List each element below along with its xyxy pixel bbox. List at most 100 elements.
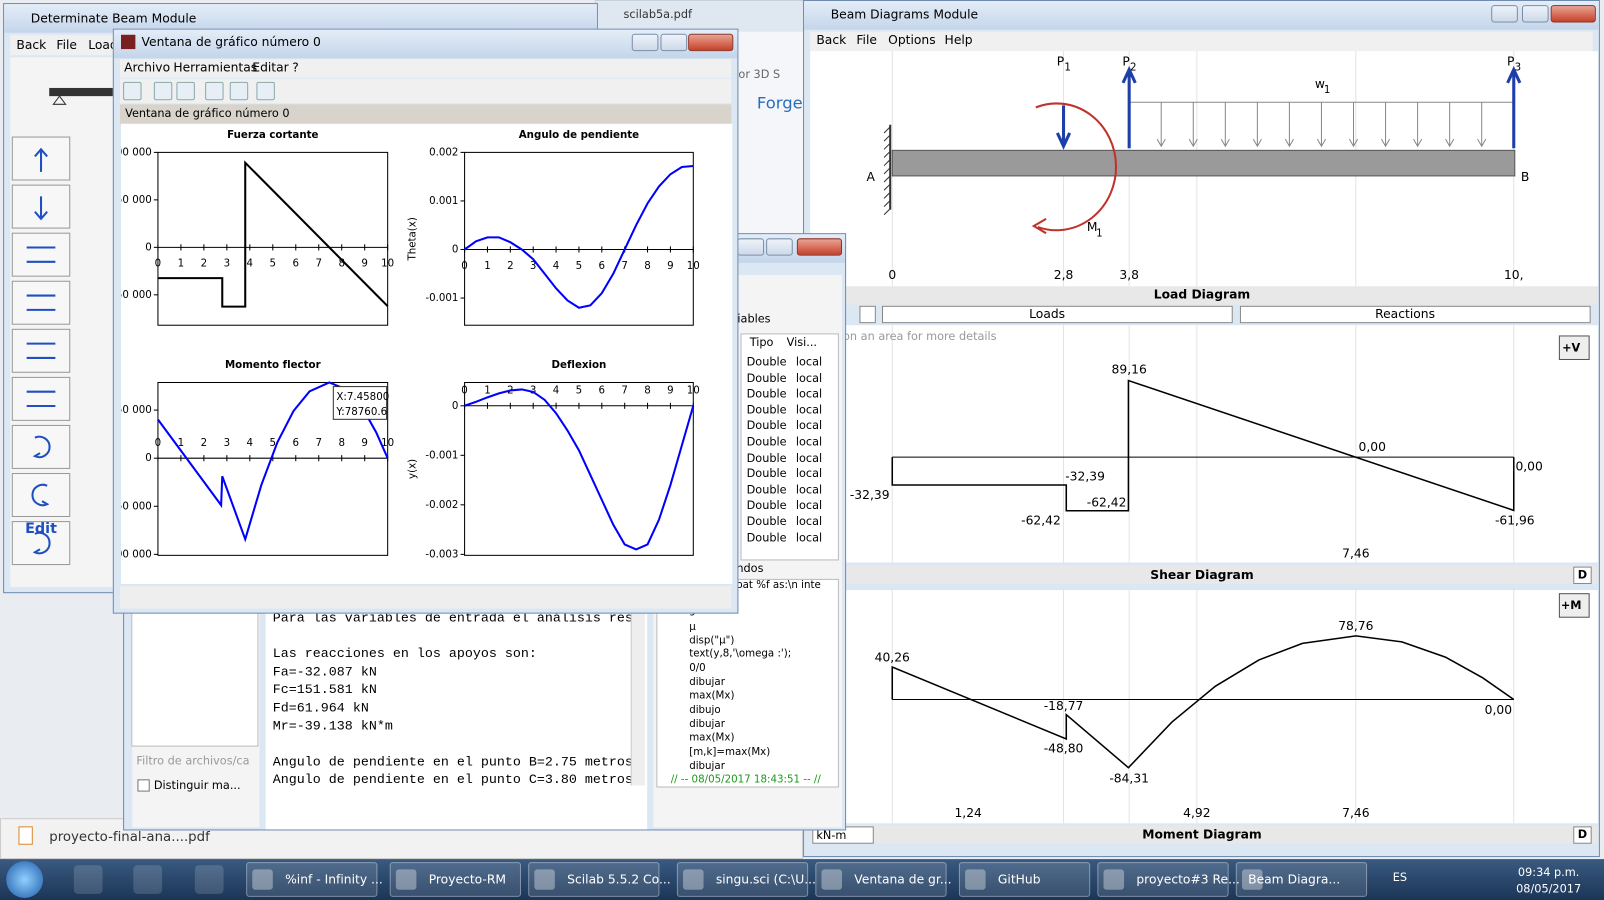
download-item[interactable]: proyecto-final-ana....pdf [49,829,210,846]
menu-item[interactable]: Options [888,32,936,48]
pinned-app[interactable] [194,865,224,894]
taskbar-button[interactable] [676,862,809,897]
d-button[interactable] [1573,566,1592,584]
dropdown[interactable] [881,305,1233,324]
pinned-app[interactable] [73,865,103,894]
taskbar-label[interactable]: Proyecto-RM [428,872,507,887]
taskbar-button[interactable] [1097,862,1229,897]
start-button[interactable] [6,861,44,898]
tool-icon [32,531,51,555]
menu-item[interactable]: ? [292,60,299,75]
menu-item[interactable]: Load [88,37,118,53]
beam [891,149,1516,177]
menu-item[interactable]: Back [816,32,847,48]
menu-item[interactable]: Back [16,37,47,53]
diagram-annotation: -32,39 [1065,469,1105,484]
history-line: dibujar [689,718,725,731]
taskbar-button[interactable] [528,862,660,897]
section-title: Moment Diagram [1142,827,1262,842]
taskbar-button[interactable] [958,862,1091,897]
toolbar-button[interactable] [205,81,224,101]
diagram-button-label[interactable]: +V [1562,341,1581,355]
layer: Fuerza cortante012345678910100 00050 000… [121,129,700,560]
x-tick-label: 3 [530,260,537,272]
taskbar-label[interactable]: GitHub [997,872,1041,887]
toolbar-button[interactable] [123,81,142,101]
tool-button[interactable] [11,376,71,421]
menu-item[interactable]: File [856,32,877,48]
y-tick-label: 0.002 [429,146,458,158]
diagram-button[interactable] [1558,335,1590,361]
tool-button[interactable] [11,521,71,566]
edit-label[interactable]: Edit [25,520,57,537]
tool-button[interactable] [11,473,71,517]
drawing [883,51,1522,824]
x-position-label: 7,46 [1342,546,1370,561]
diagram-button[interactable] [1558,593,1590,618]
taskbar-label[interactable]: proyecto#3 Re... [1136,872,1240,887]
support-hatch [883,175,891,183]
menu-item[interactable]: File [56,37,78,53]
dropdown[interactable] [859,305,876,324]
close-button[interactable] [796,238,843,256]
minimize-button[interactable] [631,33,659,52]
support-hatch [883,134,891,142]
pinned-app[interactable] [133,865,163,894]
taskbar-label[interactable]: Beam Diagra... [1248,872,1341,887]
minimize-button[interactable] [737,238,765,256]
variable-type: Double [746,387,787,401]
tool-icon [31,483,50,507]
menu-item[interactable]: Help [944,32,973,48]
x-tick-label: 7 [315,437,322,449]
plot-title: Deflexion [552,359,607,371]
menu-item[interactable]: Herramientas [173,60,258,75]
diagram-annotation: -62,42 [1086,495,1127,510]
checkbox[interactable] [137,779,150,792]
tool-button[interactable] [11,232,71,277]
toolbar-button[interactable] [153,81,173,101]
console-line: Las reacciones en los apoyos son: [272,645,537,662]
taskbar-button[interactable] [815,862,947,897]
window-title: Ventana de gráfico número 0 [141,34,321,50]
taskbar-label[interactable]: singu.sci (C:\U... [715,872,816,887]
d-button-label[interactable]: D [1577,827,1588,842]
y-tick-label: 50 000 [121,404,152,416]
maximize-button[interactable] [1521,5,1549,23]
dropdown-value: Loads [1029,306,1066,322]
taskbar-button[interactable] [389,862,521,897]
load-arrow [1252,102,1262,148]
menu-item[interactable]: Archivo [124,60,171,75]
maximize-button[interactable] [660,33,688,52]
section-bar [810,565,1598,584]
d-button[interactable] [1573,826,1592,844]
moment-arc [1031,102,1118,235]
taskbar-button[interactable] [246,862,378,897]
toolbar-button[interactable] [229,81,249,101]
tool-button[interactable] [11,424,71,469]
tool-button[interactable] [11,280,71,325]
minimize-button[interactable] [1491,5,1518,23]
toolbar-button[interactable] [256,81,275,101]
d-button-label[interactable]: D [1577,568,1588,582]
maximize-button[interactable] [766,238,793,256]
close-button[interactable] [688,33,734,52]
tool-icon [26,390,56,408]
console-line: Angulo de pendiente en el punto B=2.75 m… [272,754,633,770]
taskbar-label[interactable]: Ventana de gr... [854,872,952,887]
taskbar-button[interactable] [1235,862,1368,897]
tool-button[interactable] [11,328,71,373]
diagram-button-label[interactable]: +M [1560,598,1582,613]
support-hatch [883,191,891,199]
close-button[interactable] [1550,5,1596,23]
toolbar-button[interactable] [176,81,195,101]
variable-type: Double [746,498,787,513]
browser-tab-strip [595,1,810,32]
history-line: μ [689,621,696,634]
history-line: disp("μ") [689,635,735,647]
taskbar-label[interactable]: %inf - Infinity ... [285,872,383,887]
menu-item[interactable]: Editar [252,60,289,75]
taskbar-label[interactable]: Scilab 5.5.2 Co... [567,872,671,887]
variable-table [740,333,839,561]
dropdown[interactable] [1239,305,1591,324]
